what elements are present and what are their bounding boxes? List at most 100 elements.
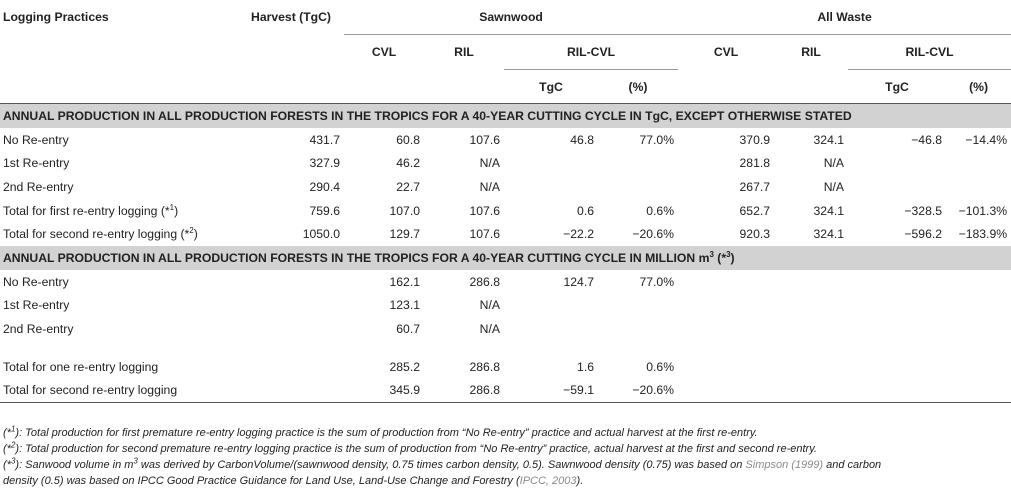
sawnwood-tgc-cell xyxy=(504,175,598,199)
sawnwood-ril-cell: 286.8 xyxy=(469,383,501,398)
header-row-1: Logging Practices Harvest (TgC) Sawnwood… xyxy=(0,0,1011,35)
table-row: 2nd Re-entry 290.4 22.7 N/A 267.7 N/A xyxy=(0,175,1011,199)
sawnwood-cvl-cell: 285.2 xyxy=(389,359,421,374)
waste-cvl-cell: 267.7 xyxy=(739,179,771,194)
row-label: 1st Re-entry xyxy=(3,298,70,313)
logging-table: Logging Practices Harvest (TgC) Sawnwood… xyxy=(0,0,1011,403)
waste-ril-cell: N/A xyxy=(823,179,845,194)
waste-pct-cell: −14.4% xyxy=(965,132,1008,147)
sawnwood-cvl-cell: 60.8 xyxy=(396,132,420,147)
waste-cvl-cell: 370.9 xyxy=(739,132,771,147)
header-row-2: CVL RIL RIL-CVL CVL RIL RIL-CVL xyxy=(0,34,1011,70)
row-label: 2nd Re-entry xyxy=(3,321,74,336)
sawnwood-ril-cell: N/A xyxy=(479,156,500,171)
sawnwood-cvl-cell: 107.0 xyxy=(389,203,421,218)
sawnwood-pct-cell xyxy=(598,317,678,341)
sawnwood-ril-header: RIL xyxy=(454,45,474,60)
row-label: No Re-entry xyxy=(3,132,69,147)
row-label: No Re-entry xyxy=(3,274,69,289)
table-row: Total for first re-entry logging (*1) 75… xyxy=(0,199,1011,223)
waste-cvl-header: CVL xyxy=(713,45,739,60)
row-label: Total for first re-entry logging (*1) xyxy=(3,202,179,218)
waste-pct-cell xyxy=(946,152,1011,176)
sawnwood-tgc-cell: −22.2 xyxy=(563,227,594,242)
table-footnotes: (*1): Total production for first prematu… xyxy=(3,425,1008,489)
waste-pct-cell: −183.9% xyxy=(958,227,1008,242)
sawnwood-pct-cell: 77.0% xyxy=(639,132,675,147)
sawnwood-pct-header: (%) xyxy=(628,79,648,94)
waste-tgc-cell xyxy=(848,152,946,176)
footnote-3: (*3): Sanwood volume in m3 was derived b… xyxy=(3,456,882,471)
sawnwood-ril-cell: N/A xyxy=(479,179,500,194)
waste-ril-cell: 324.1 xyxy=(813,203,845,218)
sawnwood-tgc-cell: 1.6 xyxy=(577,359,594,374)
sawnwood-cvl-cell: 129.7 xyxy=(389,227,421,242)
sawnwood-ril-cell: N/A xyxy=(479,298,500,313)
sawnwood-ril-cell: 107.6 xyxy=(469,203,501,218)
waste-cvl-cell: 281.8 xyxy=(739,156,771,171)
sawnwood-ril-cell: 107.6 xyxy=(469,132,501,147)
sawnwood-tgc-cell: 0.6 xyxy=(577,203,594,218)
sawnwood-tgc-cell xyxy=(504,294,598,318)
sawnwood-cvl-cell: 46.2 xyxy=(396,156,420,171)
sawnwood-cvl-cell: 22.7 xyxy=(396,179,420,194)
section-2-header: ANNUAL PRODUCTION IN ALL PRODUCTION FORE… xyxy=(0,245,1011,270)
sawnwood-cvl-header: CVL xyxy=(371,45,397,60)
harvest-cell: 327.9 xyxy=(309,156,341,171)
waste-ril-cvl-header: RIL-CVL xyxy=(848,34,1011,70)
section-2-title: ANNUAL PRODUCTION IN ALL PRODUCTION FORE… xyxy=(0,245,1011,270)
ipcc-citation-link[interactable]: IPCC, 2003 xyxy=(519,475,577,487)
footnote-2: (*2): Total production for second premat… xyxy=(3,440,817,455)
waste-ril-cell: N/A xyxy=(823,156,845,171)
sawnwood-pct-cell xyxy=(598,294,678,318)
col-logging-practices: Logging Practices xyxy=(3,10,109,25)
sawnwood-cvl-cell: 123.1 xyxy=(389,298,421,313)
header-row-3: TgC (%) TgC (%) xyxy=(0,70,1011,104)
sawnwood-pct-cell: −20.6% xyxy=(632,383,675,398)
waste-tgc-cell xyxy=(848,175,946,199)
waste-cvl-cell: 920.3 xyxy=(739,227,771,242)
harvest-cell: 431.7 xyxy=(309,132,341,147)
table-row: Total for one re-entry logging 285.2 286… xyxy=(0,355,1011,379)
waste-tgc-cell: −596.2 xyxy=(904,227,943,242)
waste-cvl-cell: 652.7 xyxy=(739,203,771,218)
sawnwood-pct-cell xyxy=(598,175,678,199)
sawnwood-pct-cell: 0.6% xyxy=(646,203,675,218)
section-1-header: ANNUAL PRODUCTION IN ALL PRODUCTION FORE… xyxy=(0,103,1011,128)
sawnwood-pct-cell: −20.6% xyxy=(632,227,675,242)
footnote-3-continued: density (0.5) was based on IPCC Good Pra… xyxy=(3,475,584,487)
col-harvest: Harvest (TgC) xyxy=(251,10,331,25)
table-row: 1st Re-entry 327.9 46.2 N/A 281.8 N/A xyxy=(0,152,1011,176)
sawnwood-pct-cell xyxy=(598,152,678,176)
sawnwood-ril-cell: 107.6 xyxy=(469,227,501,242)
table-row: Total for second re-entry logging 345.9 … xyxy=(0,378,1011,403)
sawnwood-ril-cvl-header: RIL-CVL xyxy=(504,34,679,70)
row-label: 1st Re-entry xyxy=(3,156,70,171)
sawnwood-cvl-cell: 60.7 xyxy=(396,321,420,336)
table-row: No Re-entry 431.7 60.8 107.6 46.8 77.0% … xyxy=(0,128,1011,152)
row-label: Total for second re-entry logging xyxy=(3,383,178,398)
waste-pct-cell xyxy=(946,175,1011,199)
waste-ril-cell: 324.1 xyxy=(813,132,845,147)
waste-pct-header: (%) xyxy=(969,79,989,94)
sawnwood-cvl-cell: 162.1 xyxy=(389,274,421,289)
simpson-citation-link[interactable]: Simpson (1999) xyxy=(745,459,824,471)
col-sawnwood: Sawnwood xyxy=(344,0,679,35)
section-1-title: ANNUAL PRODUCTION IN ALL PRODUCTION FORE… xyxy=(0,103,1011,128)
sawnwood-pct-cell: 0.6% xyxy=(646,359,675,374)
sawnwood-ril-cell: N/A xyxy=(479,321,500,336)
row-label: Total for one re-entry logging xyxy=(3,359,159,374)
table-row: 2nd Re-entry 60.7 N/A xyxy=(0,317,1011,341)
waste-pct-cell: −101.3% xyxy=(958,203,1008,218)
sawnwood-tgc-cell xyxy=(504,152,598,176)
sawnwood-ril-cell: 286.8 xyxy=(469,359,501,374)
sawnwood-tgc-header: TgC xyxy=(539,79,563,94)
row-label: 2nd Re-entry xyxy=(3,179,74,194)
harvest-cell: 290.4 xyxy=(309,179,341,194)
table-row: 1st Re-entry 123.1 N/A xyxy=(0,294,1011,318)
sawnwood-cvl-cell: 345.9 xyxy=(389,383,421,398)
table-row: Total for second re-entry logging (*2) 1… xyxy=(0,222,1011,246)
harvest-cell: 759.6 xyxy=(309,203,341,218)
sawnwood-tgc-cell xyxy=(504,317,598,341)
